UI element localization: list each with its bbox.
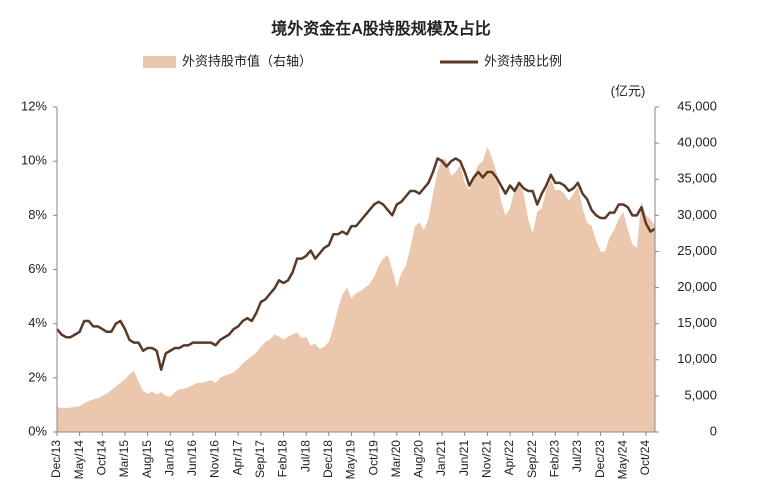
x-tick-label: Jul/18: [298, 440, 312, 472]
x-tick-label: Apr/17: [230, 440, 244, 476]
y2-tick-label: 45,000: [677, 98, 717, 113]
x-tick-label: Oct/24: [638, 440, 652, 476]
y2-tick-label: 15,000: [677, 315, 717, 330]
y2-tick-label: 40,000: [677, 135, 717, 150]
x-tick-label: Oct/14: [94, 440, 108, 476]
y-tick-label: 4%: [28, 315, 47, 330]
x-tick-label: Jun/21: [457, 440, 471, 476]
chart-title: 境外资金在A股持股规模及占比: [271, 19, 491, 38]
y2-tick-label: 0: [710, 423, 717, 438]
y-tick-label: 6%: [28, 261, 47, 276]
x-tick-label: May/14: [72, 440, 86, 480]
line: [56, 157, 656, 371]
x-tick-label: Jun/16: [185, 440, 199, 476]
x-tick-label: Oct/19: [366, 440, 380, 476]
area: [57, 146, 655, 432]
x-tick-label: Jan/16: [162, 440, 176, 476]
y2-tick-label: 20,000: [677, 279, 717, 294]
x-tick-label: Mar/20: [389, 440, 403, 478]
x-tick-label: May/24: [615, 440, 629, 480]
x-tick-label: Apr/22: [502, 440, 516, 476]
y2-tick-label: 25,000: [677, 243, 717, 258]
legend-label: 外资持股比例: [484, 53, 562, 68]
x-tick-label: Aug/20: [412, 440, 426, 478]
y-tick-label: 8%: [28, 207, 47, 222]
x-tick-label: Aug/15: [140, 440, 154, 478]
x-tick-label: Jul/23: [570, 440, 584, 472]
y2-axis-label: (亿元): [611, 83, 646, 98]
x-tick-label: Sep/17: [253, 440, 267, 478]
x-tick-label: Sep/22: [525, 440, 539, 478]
y-tick-label: 2%: [28, 369, 47, 384]
x-tick-label: Feb/23: [548, 440, 562, 478]
y2-tick-label: 5,000: [684, 387, 717, 402]
x-tick-label: Dec/18: [321, 440, 335, 478]
x-tick-label: Mar/15: [117, 440, 131, 478]
y2-tick-label: 30,000: [677, 207, 717, 222]
x-tick-label: Nov/21: [480, 440, 494, 478]
x-tick-label: Feb/18: [276, 440, 290, 478]
y2-tick-label: 35,000: [677, 171, 717, 186]
legend-label: 外资持股市值（右轴）: [182, 53, 312, 68]
y-tick-label: 12%: [21, 98, 47, 113]
y-tick-label: 10%: [21, 153, 47, 168]
y-tick-label: 0%: [28, 423, 47, 438]
x-tick-label: May/19: [344, 440, 358, 480]
x-tick-label: Nov/16: [208, 440, 222, 478]
x-tick-label: Jan/21: [434, 440, 448, 476]
x-tick-label: Dec/23: [593, 440, 607, 478]
y2-tick-label: 10,000: [677, 351, 717, 366]
legend-swatch: [143, 56, 176, 68]
x-tick-label: Dec/13: [49, 440, 63, 478]
